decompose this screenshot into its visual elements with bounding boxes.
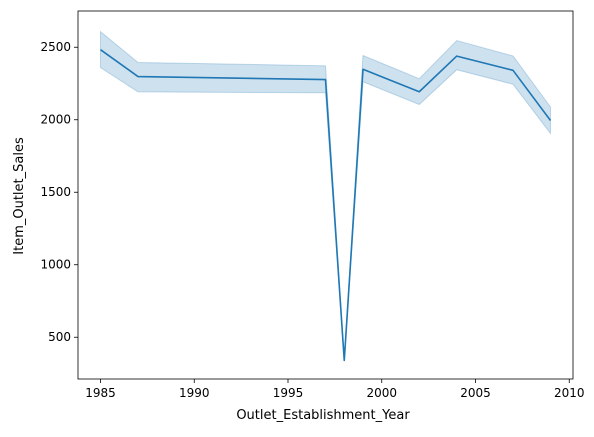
y-tick-label: 500 [48, 330, 71, 344]
x-axis: 1985 1990 1995 2000 2005 2010 [85, 379, 584, 400]
x-tick-label: 1985 [85, 386, 116, 400]
y-tick-label: 2000 [40, 113, 71, 127]
y-axis: 500 1000 1500 2000 2500 [40, 40, 78, 344]
x-tick-label: 2000 [366, 386, 397, 400]
y-tick-label: 1500 [40, 185, 71, 199]
x-tick-label: 1995 [273, 386, 304, 400]
y-tick-label: 2500 [40, 40, 71, 54]
x-tick-label: 2005 [460, 386, 491, 400]
x-tick-label: 1990 [179, 386, 210, 400]
x-tick-label: 2010 [554, 386, 585, 400]
y-tick-label: 1000 [40, 258, 71, 272]
x-axis-label: Outlet_Establishment_Year [236, 408, 410, 423]
y-axis-label: Item_Outlet_Sales [12, 137, 27, 255]
